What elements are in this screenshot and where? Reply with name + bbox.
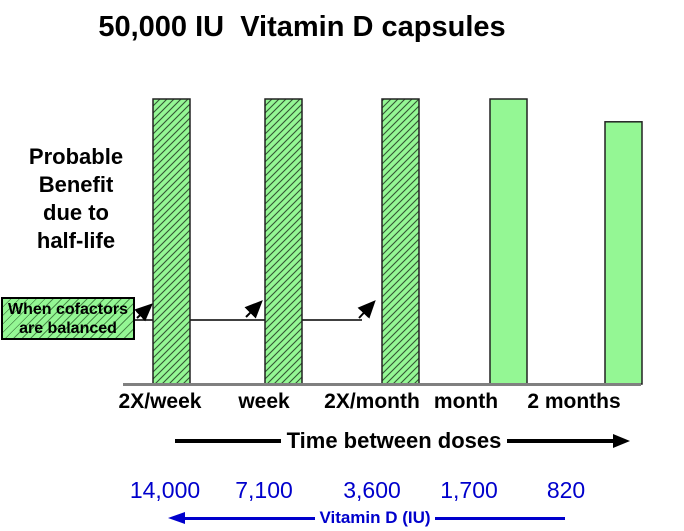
right-arrowhead-icon: [613, 433, 630, 448]
bars-group: [152, 98, 643, 385]
vitamin-d-axis: Vitamin D (IU): [168, 508, 566, 528]
bar-week: [264, 98, 303, 385]
bar-2-months: [604, 121, 643, 385]
dose-value-label: 7,100: [235, 477, 293, 503]
time-between-doses-axis: Time between doses: [175, 427, 630, 453]
bar-2x-week: [152, 98, 191, 385]
chart-title: 50,000 IU Vitamin D capsules: [98, 11, 506, 43]
x-tick-label: 2X/week: [118, 390, 202, 413]
annotation-arrow-icon: [244, 300, 263, 319]
dose-axis-label: Vitamin D (IU): [319, 508, 431, 527]
time-axis-line-left: [175, 438, 281, 443]
dose-value-label: 1,700: [440, 477, 498, 503]
bar-month: [489, 98, 528, 385]
x-tick-label: month: [433, 390, 499, 413]
cofactor-annotation-text: When cofactors are balanced: [7, 300, 128, 337]
annotation-arrow-icon: [134, 303, 153, 322]
dose-value-label: 14,000: [129, 477, 201, 503]
x-tick-label: 2X/month: [324, 390, 420, 413]
cofactor-annotation-box: When cofactors are balanced: [1, 297, 135, 340]
annotation-arrow-icon: [357, 300, 376, 319]
annotation-connector: [134, 300, 376, 322]
bar-2x-month: [381, 98, 420, 385]
y-axis-label: Probable Benefit due to half-life: [28, 144, 124, 253]
dose-value-label: 3,600: [343, 477, 401, 503]
dose-value-label: 820: [546, 477, 586, 503]
x-tick-label: 2 months: [527, 390, 621, 413]
time-axis-label: Time between doses: [286, 427, 502, 453]
dose-axis-line-left: [185, 516, 316, 520]
left-arrowhead-icon: [168, 512, 185, 524]
time-axis-line-right: [507, 438, 613, 443]
dose-axis-line-right: [434, 516, 566, 520]
x-tick-label: week: [238, 390, 290, 413]
